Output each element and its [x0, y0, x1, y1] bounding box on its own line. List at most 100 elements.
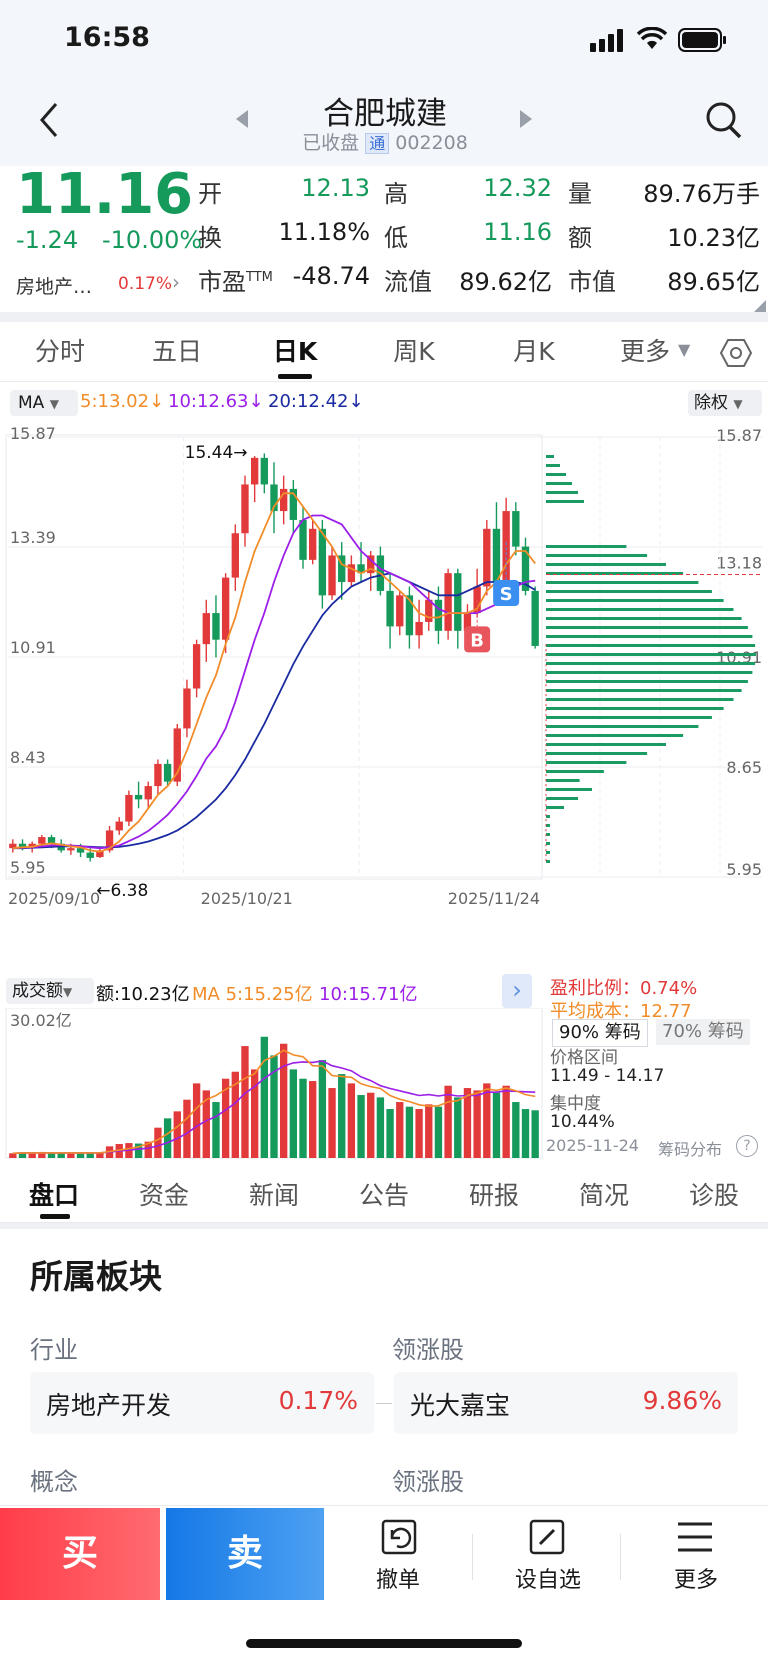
chip-bar: [546, 788, 592, 791]
more-button[interactable]: 更多: [636, 1512, 756, 1600]
sell-button[interactable]: 卖: [166, 1508, 324, 1600]
candle-body: [434, 599, 443, 631]
chip-bar: [546, 599, 724, 602]
candle-body: [173, 728, 181, 782]
prev-stock-icon[interactable]: [234, 108, 250, 130]
candle-body: [18, 843, 27, 849]
candle-body: [192, 644, 201, 689]
caret-down-icon[interactable]: ▼: [678, 340, 691, 359]
concept-label: 概念: [30, 1468, 78, 1496]
tab-fenshi[interactable]: 分时: [34, 337, 85, 366]
quote-field-label: 开: [198, 180, 222, 208]
volume-bar: [376, 1097, 385, 1158]
divider: [0, 381, 768, 382]
candle-body: [260, 457, 269, 485]
tab-rik[interactable]: 日K: [272, 337, 318, 366]
chip-bar: [546, 698, 734, 701]
buy-marker: B: [470, 630, 484, 651]
volume-selector[interactable]: 成交额▼: [6, 978, 94, 1004]
tab-wuri[interactable]: 五日: [151, 337, 202, 366]
tab-zhengu[interactable]: 诊股: [688, 1181, 739, 1210]
cancel-order-button[interactable]: 撤单: [338, 1512, 458, 1600]
chip-bar: [546, 743, 666, 746]
chip-bar: [546, 590, 712, 593]
candlestick-chart[interactable]: 15.8713.3910.918.435.9515.8713.1810.918.…: [0, 425, 768, 965]
volume-bar: [299, 1078, 307, 1158]
chip-bar: [546, 824, 550, 827]
section-title: 所属板块: [30, 1257, 162, 1296]
tab-jiankuang[interactable]: 简况: [578, 1181, 629, 1210]
connector-line: [376, 1403, 392, 1404]
wifi-icon: [636, 27, 668, 49]
period-tabs: 分时 五日 日K 周K 月K 更多 ▼: [0, 330, 768, 380]
cancel-label: 撤单: [375, 1568, 420, 1593]
tab-more[interactable]: 更多: [619, 337, 670, 366]
candle-body: [144, 786, 152, 800]
collapse-panel-icon[interactable]: ›: [502, 974, 532, 1008]
settings-hex-icon[interactable]: [720, 338, 752, 368]
expand-corner-icon[interactable]: [754, 300, 766, 312]
tab-zhouk[interactable]: 周K: [393, 337, 435, 366]
candle-body: [473, 586, 481, 614]
volume-bar: [231, 1071, 239, 1158]
candle-body: [163, 763, 172, 782]
tab-yanbao[interactable]: 研报: [468, 1181, 519, 1210]
leader-name: 光大嘉宝: [410, 1391, 511, 1420]
volume-chart[interactable]: 30.02亿: [0, 1008, 545, 1160]
candle-body: [512, 511, 520, 547]
candle-body: [367, 555, 375, 574]
candle-body: [202, 613, 210, 645]
caret-down-icon: ▼: [733, 397, 743, 411]
volume-bar: [212, 1102, 220, 1158]
right-tick-label: 5.95: [726, 860, 762, 879]
industry-label: 行业: [30, 1336, 78, 1364]
help-icon[interactable]: ?: [736, 1135, 758, 1157]
add-watchlist-button[interactable]: 设自选: [488, 1512, 608, 1600]
candle-body: [309, 528, 317, 560]
tab-yuek[interactable]: 月K: [513, 337, 555, 366]
chip-bar: [546, 653, 756, 656]
sector-name: 房地产…: [16, 276, 93, 298]
y-tick-label: 15.87: [10, 425, 56, 443]
candle-body: [212, 613, 220, 640]
tab-pankou[interactable]: 盘口: [28, 1181, 79, 1210]
volume-bar: [67, 1152, 75, 1158]
tab-gonggao[interactable]: 公告: [358, 1181, 409, 1210]
next-stock-icon[interactable]: [518, 108, 534, 130]
chip-bar: [546, 815, 550, 818]
search-icon[interactable]: [704, 100, 744, 140]
chevron-right-icon[interactable]: ›: [172, 270, 180, 294]
chip-bar: [546, 842, 550, 845]
y-tick-label: 13.39: [10, 528, 56, 547]
volume-amount: 额:10.23亿: [96, 984, 190, 1005]
candle-body: [492, 528, 501, 583]
volume-bar: [38, 1151, 46, 1158]
candle-body: [415, 621, 423, 636]
adjust-selector[interactable]: 除权 ▼: [688, 390, 762, 416]
candle-body: [347, 564, 356, 583]
tab-zijin[interactable]: 资金: [138, 1181, 189, 1210]
quote-field-value: 12.13: [301, 174, 370, 202]
y-tick-label: 10.91: [10, 638, 56, 657]
chip-tab-70[interactable]: 70% 筹码: [656, 1019, 750, 1045]
leader-card[interactable]: 光大嘉宝 9.86%: [394, 1372, 738, 1434]
ma-selector[interactable]: MA ▼: [10, 390, 78, 416]
sector-pct: 0.17%: [118, 274, 173, 294]
chip-tab-90[interactable]: 90% 筹码: [552, 1019, 648, 1047]
divider: [620, 1534, 621, 1580]
y-tick-label: 8.43: [10, 748, 46, 767]
volume-bar: [425, 1104, 433, 1158]
y-tick-label: 5.95: [10, 858, 46, 877]
volume-bar: [18, 1152, 27, 1158]
chip-bar: [546, 617, 742, 620]
sector-link[interactable]: 房地产…: [16, 272, 92, 299]
tab-xinwen[interactable]: 新闻: [248, 1181, 299, 1210]
volume-bar: [434, 1106, 443, 1158]
industry-card[interactable]: 房地产开发 0.17%: [30, 1372, 374, 1434]
candle-body: [231, 533, 239, 578]
volume-bar: [221, 1078, 230, 1158]
buy-button[interactable]: 买: [0, 1508, 160, 1600]
back-icon[interactable]: [36, 100, 60, 140]
volume-bar: [86, 1153, 94, 1158]
chip-bar: [546, 716, 712, 719]
